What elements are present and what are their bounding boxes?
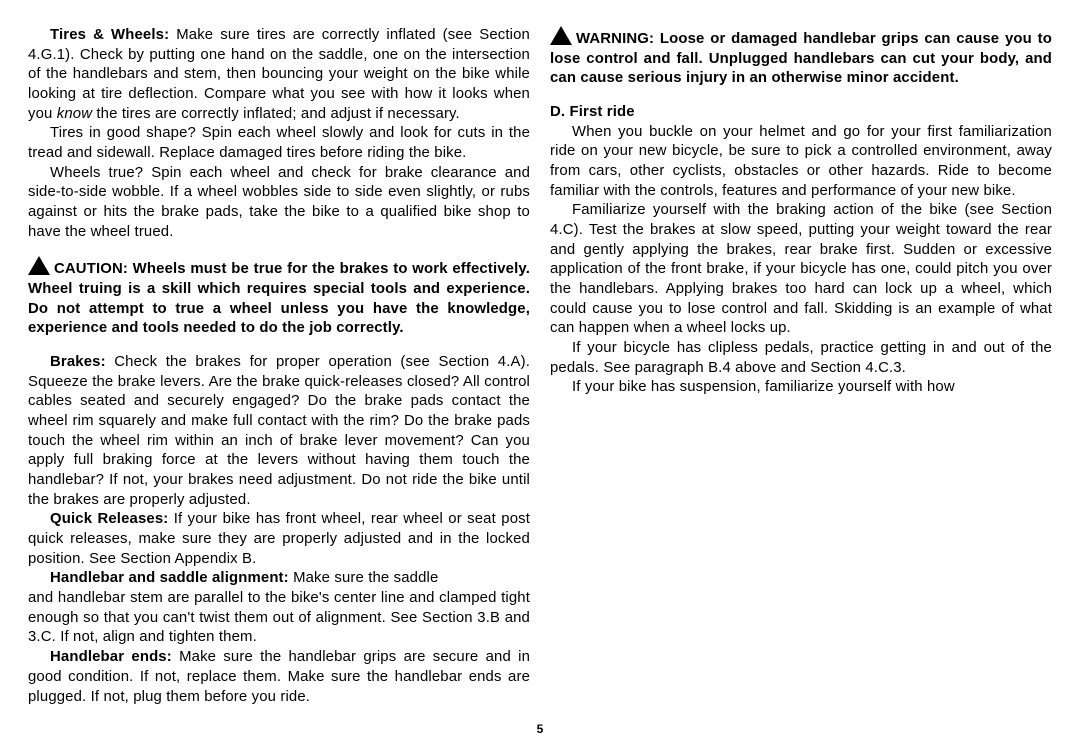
para-handlebar-saddle: Handlebar and saddle alignment: Make sur… (28, 569, 530, 589)
lead-hbe: Handlebar ends: (50, 649, 179, 665)
body-hbs: Make sure the saddle (293, 570, 438, 586)
para-first-ride-4: If your bike has suspension, familiarize… (550, 378, 1052, 398)
spacer (550, 89, 1052, 103)
heading-first-ride: D. First ride (550, 103, 1052, 123)
warning-text: WARNING: Loose or damaged handlebar grip… (550, 31, 1052, 86)
warning-block: WARNING: Loose or damaged handlebar grip… (550, 26, 1052, 89)
page-content: Tires & Wheels: Make sure tires are corr… (0, 0, 1080, 742)
lead-brakes: Brakes: (50, 354, 114, 370)
para-first-ride-3: If your bicycle has clipless pedals, pra… (550, 339, 1052, 378)
lead-hbs: Handlebar and saddle alignment: (50, 570, 293, 586)
para-first-ride-1: When you buckle on your helmet and go fo… (550, 123, 1052, 202)
para-first-ride-2: Familiarize yourself with the braking ac… (550, 201, 1052, 339)
warning-triangle-icon (550, 26, 572, 45)
italic-know: know (57, 106, 92, 122)
para-tires-shape: Tires in good shape? Spin each wheel slo… (28, 124, 530, 163)
lead-qr: Quick Releases: (50, 511, 174, 527)
body-brakes: Check the brakes for proper operation (s… (28, 354, 530, 508)
spacer (28, 339, 530, 353)
para-brakes: Brakes: Check the brakes for proper oper… (28, 353, 530, 510)
page-number: 5 (0, 722, 1080, 736)
lead-tires: Tires & Wheels: (50, 27, 176, 43)
caution-text: CAUTION: Wheels must be true for the bra… (28, 261, 530, 336)
para-wheels-true: Wheels true? Spin each wheel and check f… (28, 164, 530, 243)
warning-triangle-icon (28, 256, 50, 275)
para-tires-wheels: Tires & Wheels: Make sure tires are corr… (28, 26, 530, 124)
caution-block: CAUTION: Wheels must be true for the bra… (28, 256, 530, 339)
para-handlebar-ends: Handlebar ends: Make sure the handlebar … (28, 648, 530, 707)
body-tires-b: the tires are correctly inflated; and ad… (92, 106, 460, 122)
para-quick-releases: Quick Releases: If your bike has front w… (28, 510, 530, 569)
spacer (28, 707, 530, 721)
para-alignment-cont: and handlebar stem are parallel to the b… (28, 589, 530, 648)
spacer (28, 242, 530, 256)
